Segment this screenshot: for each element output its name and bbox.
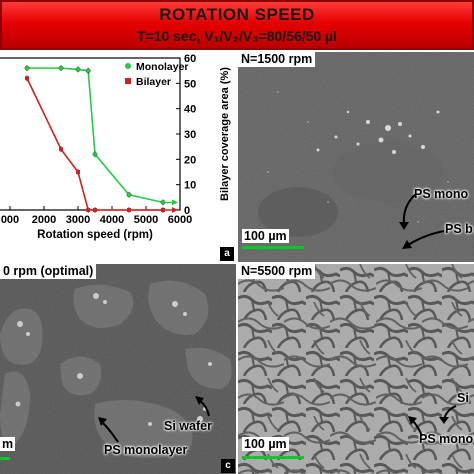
- x-tick-label: 3000: [66, 214, 90, 226]
- sem-image-1500: [238, 52, 474, 262]
- title-banner: ROTATION SPEED T=10 sec, V₁/V₂/V₃=80/56/…: [0, 0, 474, 50]
- panel-c-label: 0 rpm (optimal): [0, 264, 97, 279]
- x-tick-label: 2000: [32, 214, 56, 226]
- y-tick-label: 0: [184, 205, 190, 217]
- data-point-bilayer: [127, 208, 131, 212]
- y-tick-label: 50: [184, 78, 196, 90]
- data-point-bilayer: [93, 208, 97, 212]
- legend-marker-bilayer: [125, 78, 131, 84]
- banner-title: ROTATION SPEED: [159, 5, 315, 24]
- annotation-si-wafer: Si wafer: [164, 419, 212, 433]
- panel-c-sem: 0 rpm (optimal) Si wafer PS monolayer m …: [0, 264, 236, 474]
- legend-marker-monolayer: [125, 63, 131, 69]
- panel-d-sem: N=5500 rpm Si PS mono 100 µm: [238, 264, 474, 474]
- annotation-ps-mono: PS mono: [414, 187, 469, 201]
- scale-bar: [242, 246, 304, 249]
- data-point-monolayer: [24, 65, 30, 71]
- arrow-icon: [172, 199, 178, 206]
- sem-image-optimal: [0, 264, 236, 474]
- arrow-icon: [98, 417, 119, 443]
- series-line-monolayer: [27, 67, 164, 204]
- panel-d-label: N=5500 rpm: [238, 264, 316, 279]
- x-tick-label: 6000: [168, 214, 192, 226]
- scale-bar: [0, 457, 10, 460]
- data-point-monolayer: [126, 192, 132, 198]
- panel-letter-c: c: [221, 459, 235, 473]
- x-tick-label: 000: [1, 214, 19, 226]
- data-point-bilayer: [59, 147, 63, 152]
- arrow-icon: [399, 193, 417, 230]
- banner-subtitle: T=10 sec, V₁/V₂/V₃=80/56/50 µl: [136, 28, 338, 44]
- scale-bar-label: 100 µm: [242, 437, 289, 451]
- data-point-bilayer: [161, 208, 165, 212]
- data-point-monolayer: [92, 151, 98, 157]
- annotation-ps-bilayer: PS b: [445, 222, 473, 236]
- series-line-bilayer: [26, 77, 163, 211]
- panel-letter-a: a: [220, 247, 234, 261]
- x-tick-label: 5000: [134, 214, 158, 226]
- legend-label-bilayer: Bilayer: [136, 76, 171, 88]
- x-axis-label: Rotation speed (rpm): [37, 229, 153, 241]
- data-point-monolayer: [75, 66, 81, 72]
- arrow-icon: [402, 230, 445, 249]
- data-point-bilayer: [76, 170, 80, 174]
- panel-b-sem: N=1500 rpm PS mono PS b 100 µm: [238, 52, 474, 262]
- scale-bar-label: m: [0, 437, 16, 451]
- panel-a-chart: 000 2000 3000 4000 5000 6000 0 10 20 30 40 50 60 Rota…: [0, 52, 236, 262]
- panel-b-label: N=1500 rpm: [238, 52, 316, 67]
- data-point-bilayer: [86, 208, 91, 212]
- y-tick-label: 60: [184, 53, 196, 65]
- scale-bar: [242, 456, 304, 459]
- y-tick-label: 30: [184, 129, 196, 141]
- arrow-icon: [195, 396, 210, 417]
- annotation-ps-monolayer: PS monolayer: [104, 443, 188, 457]
- y-tick-label: 20: [184, 154, 196, 166]
- data-point-monolayer: [85, 68, 91, 74]
- annotation-si: Si: [457, 391, 469, 405]
- data-point-monolayer: [160, 199, 166, 205]
- y-tick-label: 10: [184, 180, 196, 192]
- sem-image-5500: [238, 264, 474, 474]
- x-tick-label: 4000: [100, 214, 124, 226]
- legend-label-monolayer: Monolayer: [136, 61, 189, 73]
- y-tick-label: 40: [184, 104, 196, 116]
- data-point-bilayer: [25, 76, 29, 81]
- data-point-monolayer: [58, 65, 64, 71]
- arrow-icon: [408, 416, 423, 437]
- arrow-icon: [172, 207, 178, 213]
- annotation-ps-mono: PS mono: [419, 432, 474, 446]
- arrow-icon: [439, 405, 457, 424]
- y-axis-label: Bilayer coverage area (%): [219, 67, 231, 201]
- scale-bar-label: 100 µm: [242, 229, 289, 243]
